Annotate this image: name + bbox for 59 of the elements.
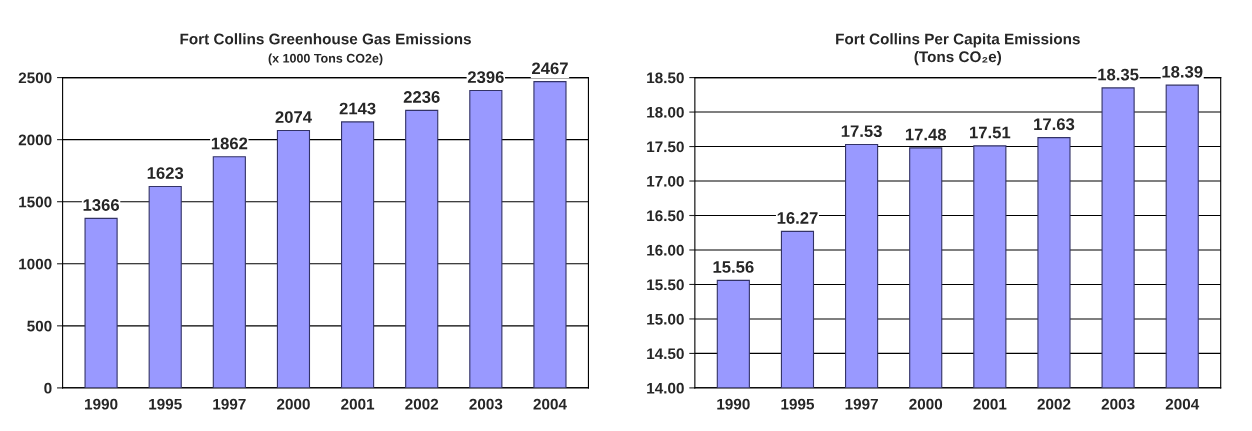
y-tick-label: 18.50: [647, 72, 684, 84]
data-label: 17.63: [1034, 118, 1075, 131]
data-label: 17.53: [841, 125, 882, 138]
data-label: 2236: [403, 91, 440, 103]
y-tick-label: 1500: [19, 196, 52, 208]
data-label: 18.39: [1162, 65, 1203, 78]
y-tick-label: 2000: [18, 134, 52, 146]
y-tick-label: 18.00: [647, 106, 684, 118]
y-tick-label: 14.50: [647, 348, 684, 360]
data-label: 2396: [467, 71, 504, 84]
y-tick-label: 2500: [18, 72, 52, 84]
data-label: 15.56: [713, 261, 754, 273]
chart-subtitle: (x 1000 Tons CO2e): [268, 53, 383, 66]
bar: [84, 217, 118, 388]
y-tick-label: 17.50: [647, 141, 684, 153]
bar: [212, 156, 246, 388]
y-tick-label: 17.00: [647, 175, 684, 187]
bar: [148, 185, 182, 388]
data-label: 1623: [147, 167, 184, 179]
data-label: 2074: [275, 111, 312, 123]
x-tick-label: 2003: [1101, 398, 1135, 410]
x-tick-label: 2004: [533, 398, 567, 410]
x-tick-label: 1990: [717, 398, 750, 410]
x-tick-label: 1995: [781, 398, 815, 410]
x-tick-label: 2001: [341, 398, 375, 410]
chart-subtitle: (Tons CO₂e): [914, 50, 1002, 66]
data-label: 1862: [211, 137, 248, 150]
y-tick-label: 16.00: [647, 244, 684, 256]
x-tick-label: 2001: [973, 398, 1007, 410]
y-tick-label: 14.00: [647, 382, 684, 394]
y-tick-label: 0: [44, 382, 52, 394]
x-tick-label: 2000: [276, 398, 310, 410]
data-label: 1366: [83, 199, 120, 211]
y-tick-label: 15.00: [647, 313, 684, 325]
y-tick-label: 500: [27, 320, 52, 332]
x-tick-label: 2000: [909, 398, 943, 410]
bar: [340, 121, 375, 388]
data-label: 2467: [532, 62, 568, 75]
x-tick-label: 1997: [213, 398, 246, 410]
x-tick-label: 2004: [1165, 398, 1200, 410]
data-label: 16.27: [777, 212, 818, 224]
y-tick-label: 16.50: [647, 210, 684, 222]
x-tick-label: 2003: [469, 398, 503, 410]
y-tick-label: 1000: [19, 258, 52, 270]
chart-title: Fort Collins Per Capita Emissions: [836, 33, 1080, 48]
data-label: 17.51: [970, 126, 1011, 139]
x-tick-label: 1990: [85, 398, 118, 410]
chart-title: Fort Collins Greenhouse Gas Emissions: [180, 33, 471, 45]
x-tick-label: 2002: [1037, 398, 1071, 410]
data-label: 2143: [339, 102, 376, 115]
x-tick-label: 1995: [149, 398, 182, 410]
bar: [405, 109, 439, 388]
data-label: 17.48: [905, 128, 947, 141]
y-tick-label: 15.50: [647, 279, 684, 291]
bar: [469, 89, 503, 388]
data-label: 18.35: [1098, 68, 1139, 81]
x-tick-label: 2002: [405, 398, 439, 410]
x-tick-label: 1997: [845, 398, 878, 410]
bar: [276, 129, 311, 388]
